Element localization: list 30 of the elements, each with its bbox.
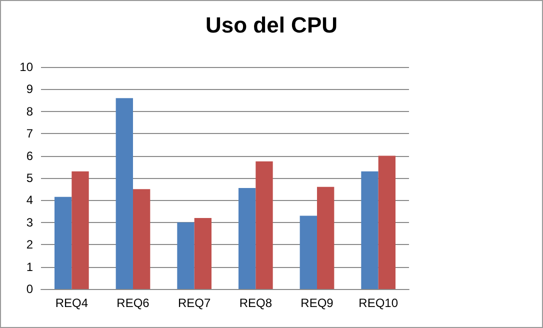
bar [238,188,256,289]
bar [116,98,133,289]
bar [378,156,396,289]
y-tick-label: 1 [26,260,34,274]
y-tick-label: 3 [26,215,34,230]
x-tick-label: REQ10 [358,296,398,310]
y-tick-label: 4 [26,193,34,208]
x-tick-label: REQ4 [55,296,88,310]
x-tick-label: REQ6 [116,296,150,310]
y-tick-label: 9 [26,82,34,96]
bar [194,218,212,289]
chart-title: Uso del CPU [205,12,338,38]
bar [133,189,150,289]
y-tick-label: 8 [26,104,34,118]
x-tick-label: REQ7 [178,296,211,310]
bar [54,196,72,289]
y-tick-label: 10 [20,60,34,74]
x-tick-label: REQ8 [239,296,272,310]
y-tick-label: 7 [26,126,34,141]
bar [361,171,378,289]
bar [256,161,273,289]
y-tick-label: 5 [26,171,34,185]
x-tick-label: REQ9 [300,296,334,310]
y-tick-label: 6 [26,148,34,163]
bar [317,186,334,289]
bar [72,171,89,289]
y-tick-label: 0 [26,282,34,296]
bar [300,216,317,289]
y-tick-label: 2 [26,238,34,252]
bar [177,222,194,289]
